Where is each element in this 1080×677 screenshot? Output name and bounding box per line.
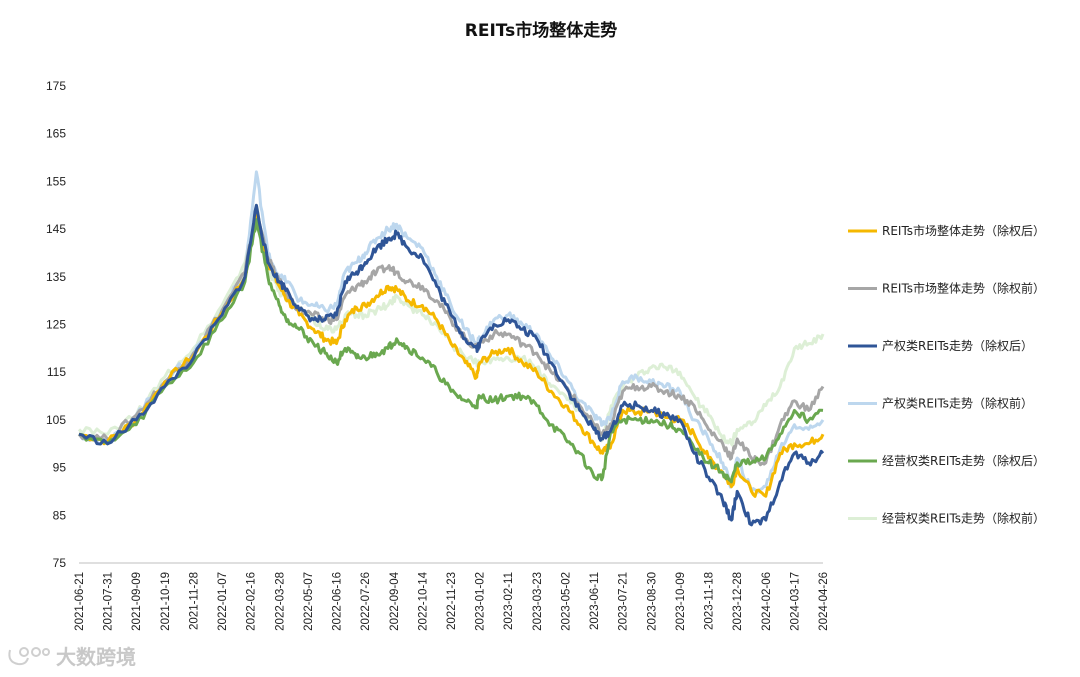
x-tick-label: 2022-09-04 (389, 571, 401, 630)
x-tick-label: 2021-06-21 (74, 572, 86, 631)
watermark: 大数跨境 (8, 645, 136, 669)
legend-label: 经营权类REITs走势（除权前） (882, 511, 1045, 526)
legend-label: 产权类REITs走势（除权后） (882, 338, 1033, 353)
series-layer (77, 170, 825, 527)
x-tick-label: 2023-02-11 (503, 572, 515, 630)
legend-label: 产权类REITs走势（除权前） (882, 396, 1033, 411)
legend: REITs市场整体走势（除权后） REITs市场整体走势（除权前） 产权类REITs… (848, 223, 1045, 526)
x-tick-label: 2022-10-14 (417, 571, 429, 630)
x-tick-label: 2023-05-02 (560, 572, 572, 631)
y-tick-label: 105 (46, 413, 66, 427)
x-tick-label: 2023-06-11 (589, 572, 601, 630)
legend-label: REITs市场整体走势（除权后） (882, 223, 1045, 238)
x-tick-label: 2023-08-30 (646, 572, 658, 631)
x-tick-label: 2024-02-06 (761, 572, 773, 631)
y-tick-label: 125 (46, 318, 66, 332)
series-line (77, 208, 825, 467)
x-tick-label: 2021-07-31 (103, 572, 115, 631)
x-tick-label: 2022-11-23 (446, 572, 458, 630)
x-tick-label: 2022-01-07 (217, 572, 229, 631)
y-axis-ticks: 75 85 95 105 115 125 135 145 155 165 175 (46, 79, 66, 570)
watermark-logo-icon (8, 647, 50, 666)
x-tick-label: 2021-09-09 (131, 572, 143, 631)
y-tick-label: 95 (53, 461, 67, 475)
x-tick-label: 2021-10-19 (160, 572, 172, 631)
series-line (78, 218, 824, 484)
x-axis-ticks: 2021-06-21 2021-07-31 2021-09-09 2021-10-19… (74, 571, 830, 630)
x-tick-label: 2023-12-28 (732, 572, 744, 631)
y-tick-label: 85 (53, 508, 67, 522)
legend-label: 经营权类REITs走势（除权后） (882, 453, 1045, 468)
series-line (77, 203, 825, 447)
y-tick-label: 175 (46, 79, 66, 93)
watermark-text: 大数跨境 (56, 645, 136, 669)
series-line (77, 170, 825, 494)
y-tick-label: 135 (46, 270, 66, 284)
x-tick-label: 2023-03-23 (532, 572, 544, 631)
chart-title: REITs市场整体走势 (465, 20, 618, 41)
x-tick-label: 2023-11-18 (704, 572, 716, 630)
y-tick-label: 155 (46, 174, 66, 188)
x-tick-label: 2024-04-26 (818, 572, 830, 631)
x-tick-label: 2022-06-16 (332, 572, 344, 631)
x-tick-label: 2024-03-17 (789, 572, 801, 631)
x-tick-label: 2022-05-07 (303, 572, 315, 631)
y-tick-label: 165 (46, 127, 66, 141)
x-tick-label: 2022-03-28 (274, 572, 286, 631)
y-tick-label: 115 (47, 365, 66, 379)
x-tick-label: 2023-07-21 (618, 572, 630, 631)
x-tick-label: 2023-01-02 (475, 572, 487, 631)
x-tick-label: 2021-11-28 (188, 572, 200, 630)
series-line (78, 203, 825, 527)
legend-label: REITs市场整体走势（除权前） (882, 281, 1045, 296)
y-tick-label: 145 (46, 222, 66, 236)
y-tick-label: 75 (53, 556, 67, 570)
x-tick-label: 2022-02-16 (246, 572, 258, 631)
x-tick-label: 2022-07-26 (360, 572, 372, 631)
x-tick-label: 2023-10-09 (675, 572, 687, 631)
